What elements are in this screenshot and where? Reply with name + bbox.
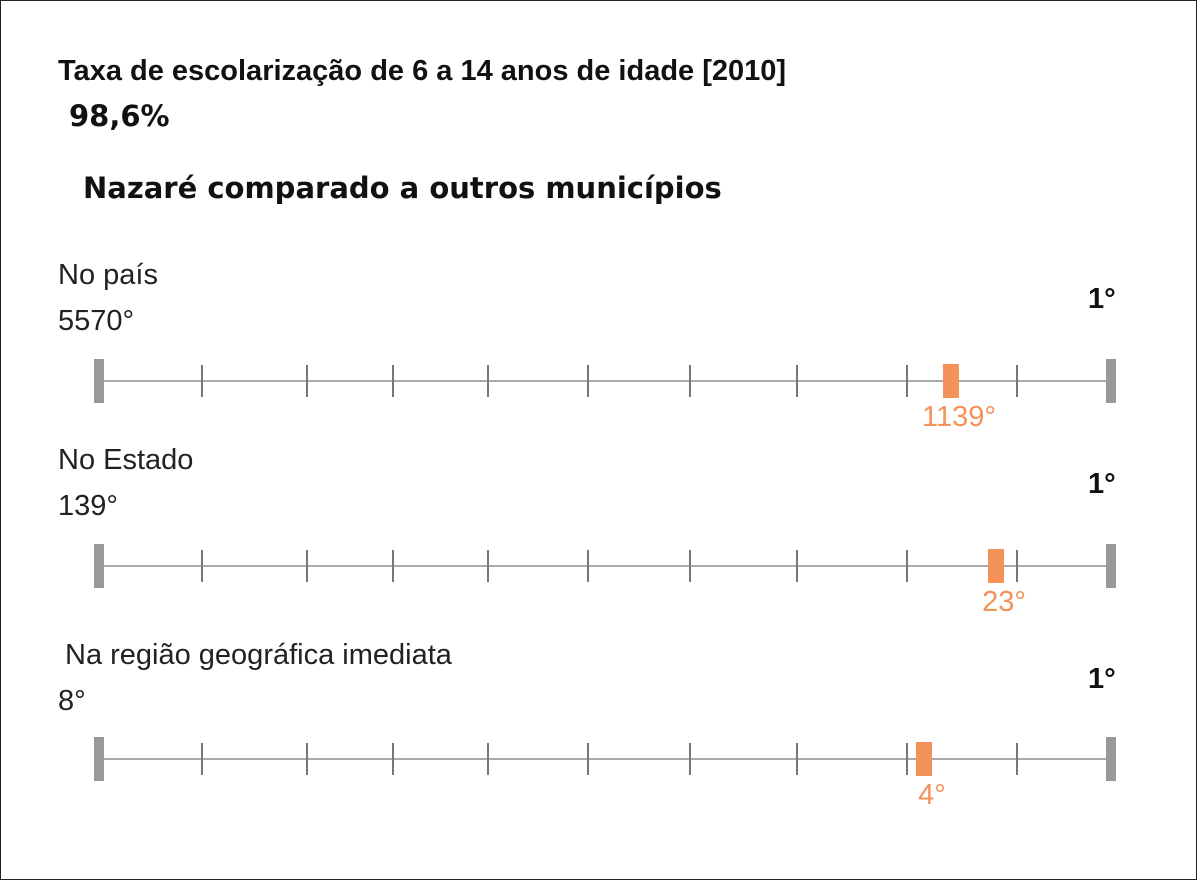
ruler-end (94, 359, 104, 403)
position-marker (988, 549, 1004, 583)
ranking-label: No Estado (58, 444, 194, 476)
ranking-position: 4° (918, 779, 946, 811)
ruler-end (1106, 544, 1116, 588)
ranking-best: 1° (1088, 468, 1116, 500)
ranking-worst: 139° (58, 490, 118, 522)
ranking-position: 1139° (922, 401, 996, 433)
indicator-value: 98,6% (69, 99, 170, 133)
position-marker (916, 742, 932, 776)
ranking-worst: 8° (58, 685, 86, 717)
ranking-best: 1° (1088, 283, 1116, 315)
position-marker (943, 364, 959, 398)
ranking-best: 1° (1088, 663, 1116, 695)
ruler-end (1106, 359, 1116, 403)
subtitle: Nazaré comparado a outros municípios (83, 171, 722, 205)
ranking-label: Na região geográfica imediata (65, 639, 452, 671)
ranking-worst: 5570° (58, 305, 135, 337)
ranking-position: 23° (982, 586, 1026, 618)
ranking-label: No país (58, 259, 158, 291)
ruler-end (94, 737, 104, 781)
ruler-end (94, 544, 104, 588)
ruler-end (1106, 737, 1116, 781)
title: Taxa de escolarização de 6 a 14 anos de … (58, 55, 787, 87)
